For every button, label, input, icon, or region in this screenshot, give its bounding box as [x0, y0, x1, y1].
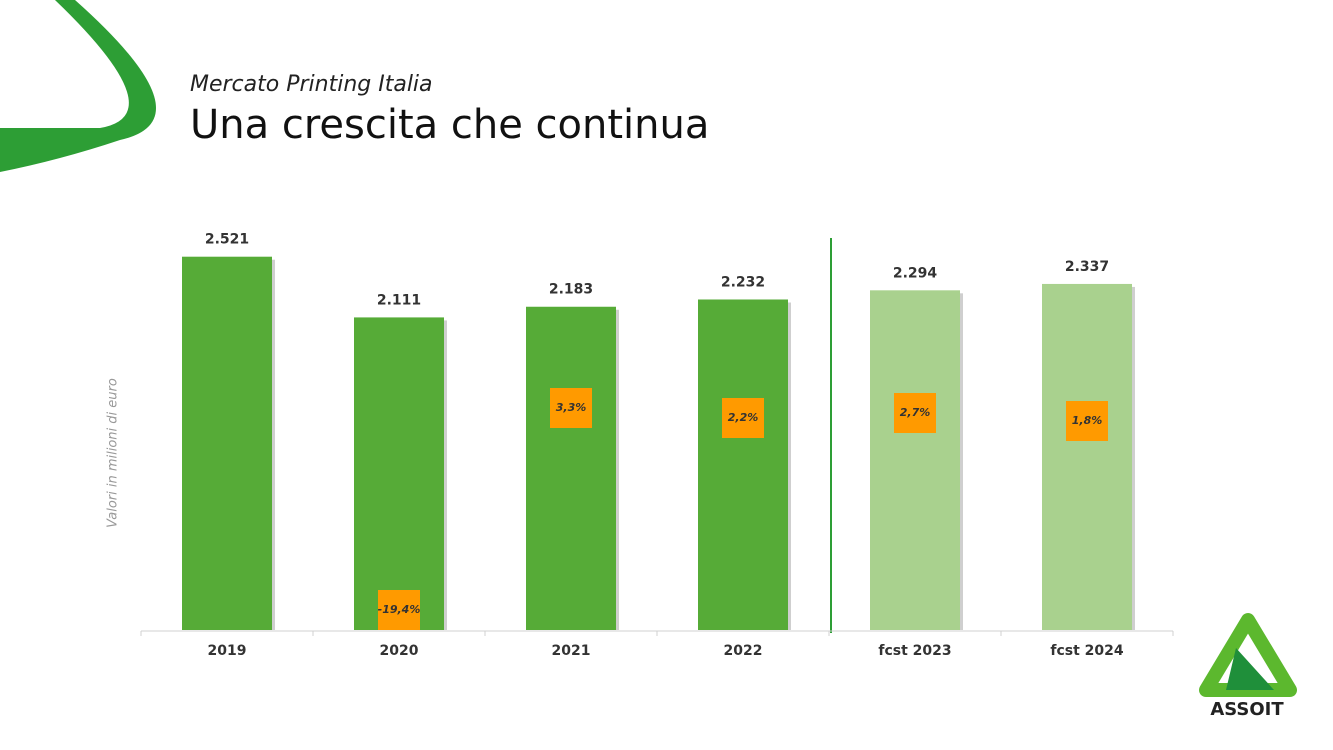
growth-box — [1066, 401, 1108, 441]
x-tick-label: 2022 — [724, 643, 763, 659]
growth-box — [894, 393, 936, 433]
x-tick-label: fcst 2024 — [1050, 643, 1124, 659]
value-label: 2.111 — [377, 292, 421, 308]
growth-label: 2,7% — [900, 406, 931, 419]
growth-label: -19,4% — [378, 603, 421, 616]
value-label: 2.521 — [205, 232, 249, 248]
growth-box — [722, 398, 764, 438]
bar — [354, 317, 444, 630]
growth-label: 3,3% — [556, 401, 587, 414]
swoosh-inner — [0, 0, 129, 128]
bar — [526, 306, 616, 630]
growth-label: 1,8% — [1072, 414, 1103, 427]
bar — [1042, 283, 1132, 630]
bar — [870, 290, 960, 630]
x-tick-label: fcst 2023 — [878, 643, 951, 659]
value-label: 2.294 — [893, 265, 938, 281]
x-tick-label: 2020 — [380, 643, 419, 659]
swoosh-tail — [0, 140, 120, 172]
value-label: 2.183 — [549, 282, 593, 298]
value-label: 2.337 — [1065, 259, 1109, 275]
logo: ASSOIT — [1199, 613, 1297, 720]
growth-label: 2,2% — [728, 411, 759, 424]
bar — [182, 256, 272, 630]
title: Una crescita che continua — [190, 102, 709, 148]
bar — [698, 299, 788, 630]
growth-box — [378, 590, 420, 630]
x-tick-label: 2019 — [208, 643, 247, 659]
y-axis-label: Valori in milioni di euro — [106, 378, 121, 528]
subtitle: Mercato Printing Italia — [190, 72, 433, 97]
logo-text: ASSOIT — [1210, 699, 1284, 720]
x-tick-label: 2021 — [552, 643, 591, 659]
value-label: 2.232 — [721, 274, 765, 290]
growth-box — [550, 388, 592, 428]
